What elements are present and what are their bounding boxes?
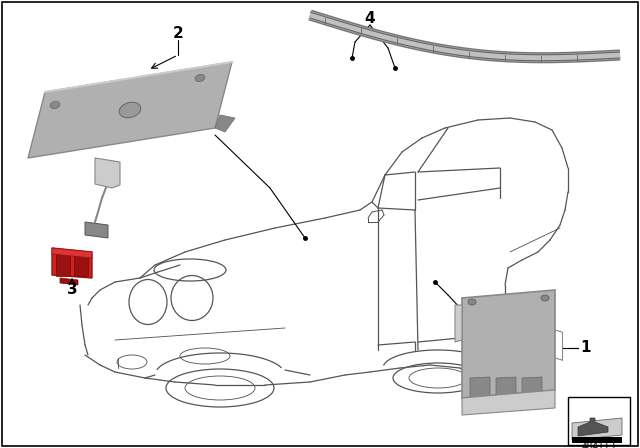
Bar (568, 397, 630, 445)
Ellipse shape (119, 102, 141, 118)
Text: 1: 1 (580, 340, 591, 356)
Ellipse shape (195, 74, 205, 82)
Text: 4: 4 (365, 10, 375, 26)
Polygon shape (215, 115, 235, 132)
Text: 484113: 484113 (582, 441, 616, 448)
Text: 2: 2 (173, 26, 184, 40)
Polygon shape (578, 418, 608, 436)
Polygon shape (52, 248, 92, 258)
Polygon shape (52, 248, 92, 278)
Polygon shape (455, 305, 462, 342)
Bar (572, 437, 622, 443)
Polygon shape (522, 377, 542, 399)
Polygon shape (470, 377, 490, 399)
Text: 3: 3 (67, 283, 77, 297)
Polygon shape (95, 158, 120, 188)
Polygon shape (572, 418, 622, 440)
Polygon shape (60, 278, 78, 285)
Ellipse shape (468, 299, 476, 305)
Ellipse shape (541, 295, 549, 301)
Ellipse shape (50, 101, 60, 108)
Polygon shape (496, 377, 516, 399)
Polygon shape (28, 62, 232, 158)
Polygon shape (462, 390, 555, 415)
Polygon shape (462, 290, 555, 398)
Polygon shape (85, 222, 108, 238)
Bar (56, 254, 70, 276)
Bar (74, 254, 88, 276)
